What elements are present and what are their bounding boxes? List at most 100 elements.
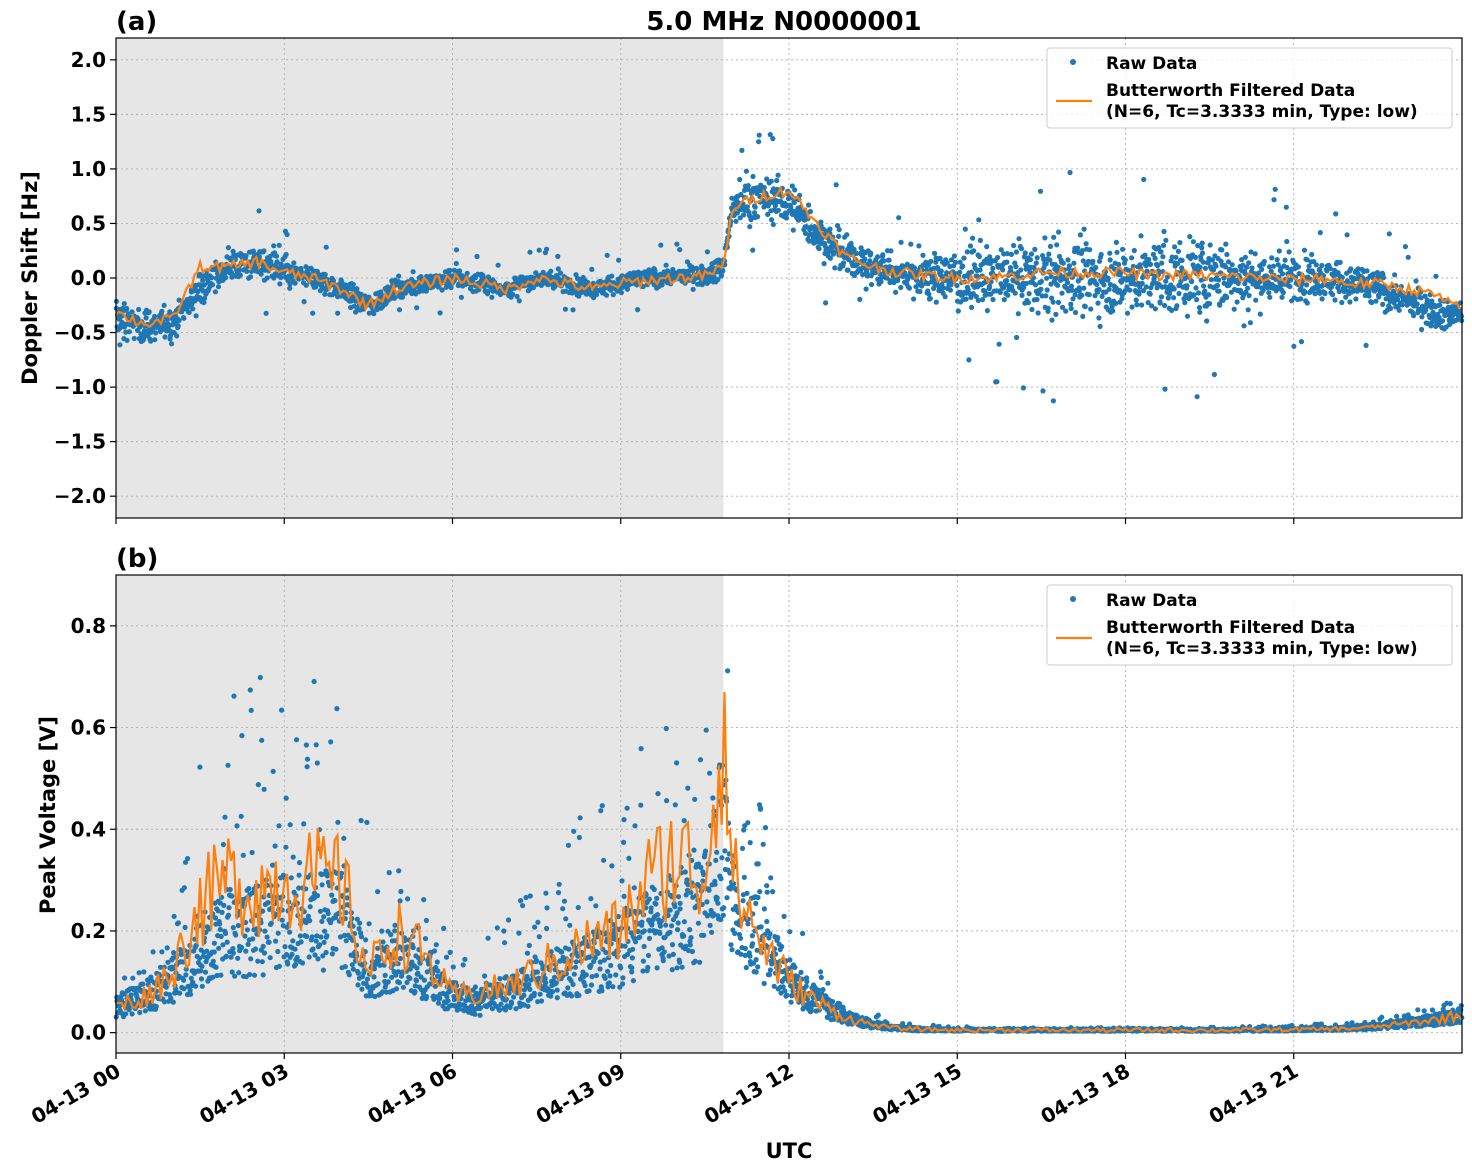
raw-data-point	[1060, 260, 1066, 266]
raw-data-point	[593, 972, 600, 979]
raw-data-point	[350, 966, 356, 972]
raw-data-point	[1043, 261, 1049, 267]
raw-data-point	[761, 980, 767, 987]
raw-data-point	[412, 983, 418, 989]
raw-data-point	[510, 994, 517, 1000]
raw-data-point	[738, 191, 744, 198]
raw-data-point	[472, 1011, 478, 1017]
raw-data-point	[868, 250, 874, 256]
doppler-legend-box	[1046, 47, 1453, 129]
raw-data-point	[609, 273, 615, 279]
raw-data-point	[1094, 281, 1100, 288]
raw-data-point	[1055, 282, 1061, 288]
raw-data-point	[798, 969, 804, 976]
raw-data-point	[366, 310, 372, 316]
raw-data-point	[911, 296, 917, 302]
raw-data-point	[783, 215, 790, 221]
raw-data-point	[1113, 300, 1119, 306]
raw-data-point	[1287, 283, 1293, 290]
raw-data-point	[911, 265, 918, 271]
raw-data-point	[355, 970, 362, 976]
raw-data-point	[1032, 246, 1038, 252]
raw-data-point	[418, 974, 424, 980]
raw-data-point	[1142, 252, 1148, 258]
raw-data-point	[152, 313, 158, 320]
raw-data-point	[260, 972, 266, 978]
raw-data-point	[276, 823, 282, 829]
raw-data-point	[804, 978, 810, 985]
raw-data-point	[1139, 302, 1145, 308]
raw-data-point	[396, 307, 403, 313]
raw-data-point	[1027, 257, 1033, 263]
raw-data-point	[1164, 274, 1170, 280]
raw-data-point	[289, 274, 295, 280]
raw-data-point	[1152, 255, 1158, 261]
raw-data-point	[174, 333, 180, 339]
raw-data-point	[555, 890, 562, 896]
raw-data-point	[1209, 257, 1215, 263]
raw-data-point	[1056, 253, 1063, 260]
raw-data-point	[1096, 315, 1102, 321]
raw-data-point	[1055, 299, 1062, 305]
raw-data-point	[618, 965, 624, 971]
raw-data-point	[320, 967, 326, 973]
raw-data-point	[357, 920, 363, 926]
raw-data-point	[388, 932, 394, 938]
raw-data-point	[190, 306, 196, 312]
raw-data-point	[1169, 254, 1175, 260]
doppler-legend-filtered-label: Butterworth Filtered Data	[1106, 81, 1355, 101]
raw-data-point	[764, 176, 770, 182]
raw-data-point	[1165, 295, 1171, 301]
raw-data-point	[228, 954, 234, 960]
raw-data-point	[239, 944, 245, 951]
raw-data-point	[1136, 291, 1142, 297]
raw-data-point	[322, 928, 328, 934]
raw-data-point	[238, 813, 244, 819]
raw-data-point	[638, 746, 644, 752]
raw-data-point	[344, 895, 350, 901]
raw-data-point	[753, 900, 759, 907]
raw-data-point	[171, 950, 177, 956]
raw-data-point	[649, 921, 655, 927]
raw-data-point	[271, 243, 277, 249]
raw-data-point	[1179, 257, 1185, 263]
raw-data-point	[274, 259, 280, 265]
raw-data-point	[1245, 285, 1251, 291]
raw-data-point	[821, 261, 827, 267]
raw-data-point	[296, 872, 302, 878]
raw-data-point	[659, 282, 665, 288]
raw-data-point	[266, 939, 272, 945]
raw-data-point	[606, 980, 612, 986]
raw-data-point	[1187, 234, 1193, 240]
raw-data-point	[1246, 260, 1252, 266]
raw-data-point	[1161, 242, 1167, 248]
raw-data-point	[497, 976, 503, 982]
raw-data-point	[1143, 284, 1149, 290]
doppler-legend: Raw Data Butterworth Filtered Data (N=6,…	[1046, 47, 1453, 129]
raw-data-point	[182, 924, 188, 931]
raw-data-point	[954, 282, 960, 289]
raw-data-point	[1413, 278, 1419, 284]
doppler-legend-filtered-params: (N=6, Tc=3.3333 min, Type: low)	[1106, 102, 1418, 122]
raw-data-point	[1298, 339, 1305, 345]
raw-data-point	[410, 269, 416, 275]
raw-data-point	[366, 921, 372, 927]
raw-data-point	[733, 218, 739, 224]
raw-data-point	[216, 945, 222, 951]
raw-data-point	[1377, 290, 1383, 296]
doppler-panel: 2.01.51.00.50.0−0.5−1.0−1.5−2.0 (a) Dopp…	[18, 7, 1465, 524]
raw-data-point	[123, 1011, 129, 1017]
raw-data-point	[1259, 266, 1265, 272]
raw-data-point	[209, 275, 215, 281]
raw-data-point	[589, 974, 595, 980]
raw-data-point	[1140, 288, 1147, 294]
raw-data-point	[750, 173, 756, 180]
raw-data-point	[1344, 232, 1350, 238]
raw-data-point	[282, 944, 288, 950]
raw-data-point	[1101, 282, 1107, 288]
raw-data-point	[1182, 300, 1188, 306]
raw-data-point	[1260, 287, 1266, 293]
raw-data-point	[318, 934, 324, 940]
raw-data-point	[1020, 385, 1026, 391]
raw-data-point	[1077, 232, 1083, 238]
